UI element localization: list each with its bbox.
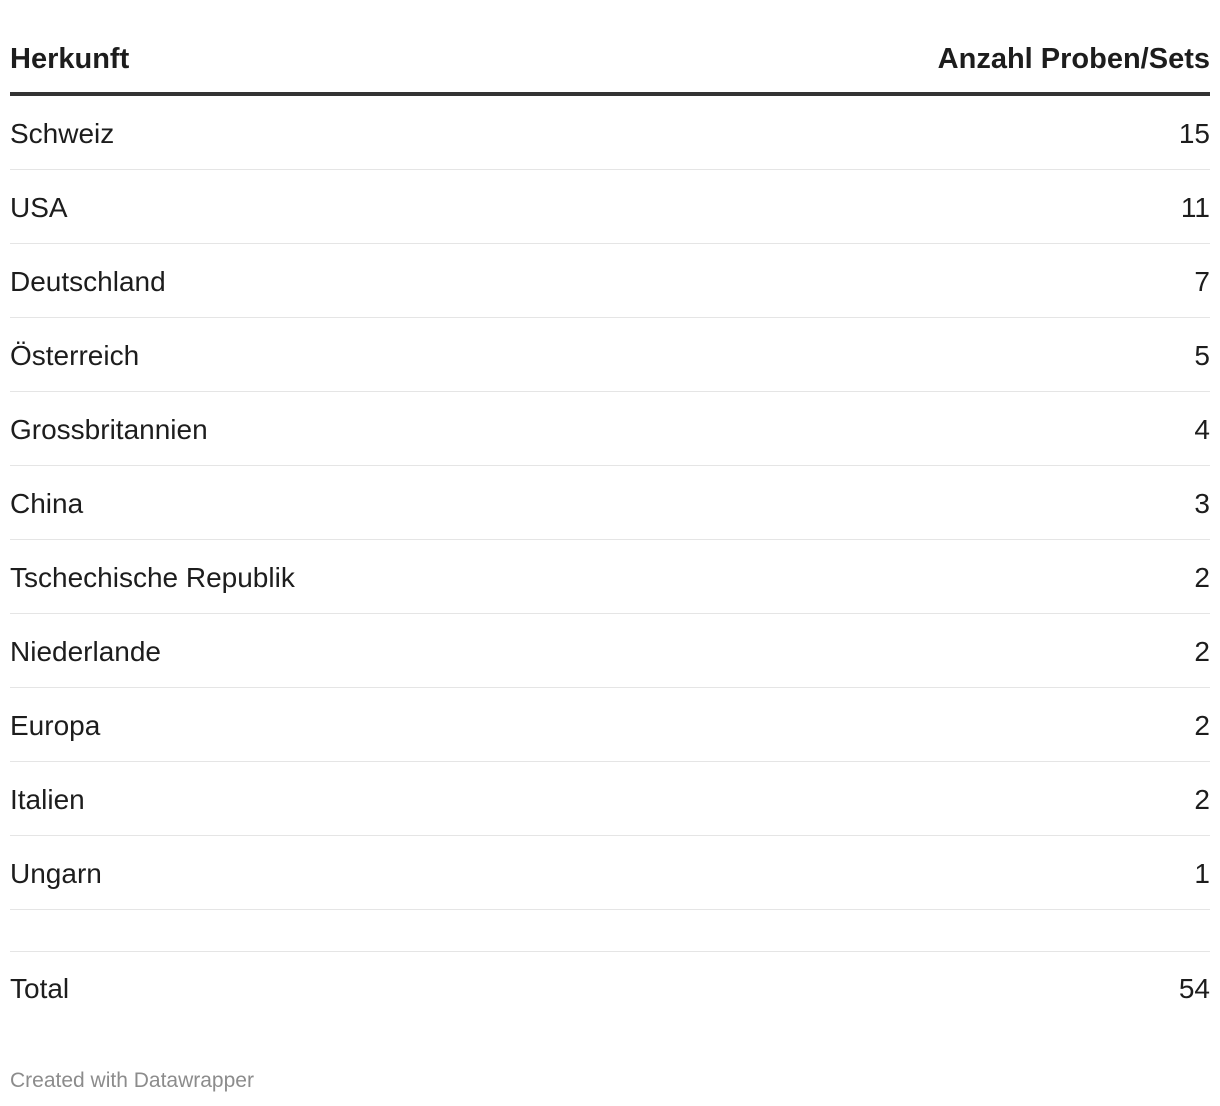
- row-label: Italien: [10, 783, 85, 815]
- total-label: Total: [10, 973, 70, 1004]
- table-row: Schweiz 15: [10, 96, 1210, 170]
- table-header: Herkunft Anzahl Proben/Sets: [10, 40, 1210, 96]
- row-value: 7: [1194, 265, 1210, 297]
- row-value: 15: [1178, 117, 1210, 149]
- table-row: Italien 2: [10, 762, 1210, 836]
- row-value: 2: [1194, 561, 1210, 593]
- table-row: USA 11: [10, 170, 1210, 244]
- table-row: Tschechische Republik 2: [10, 540, 1210, 614]
- row-label: China: [10, 487, 84, 519]
- row-label: Schweiz: [10, 117, 115, 149]
- row-value: 4: [1194, 413, 1210, 445]
- row-label: Niederlande: [10, 635, 161, 667]
- row-value: 2: [1194, 635, 1210, 667]
- row-value: 11: [1180, 191, 1210, 223]
- data-table: Herkunft Anzahl Proben/Sets Schweiz 15 USA…: [10, 40, 1210, 1026]
- table-row: Ungarn 1: [10, 836, 1210, 910]
- table-row: Grossbritannien 4: [10, 392, 1210, 466]
- row-label: Österreich: [10, 339, 140, 371]
- footer-credit: Created with Datawrapper: [10, 1069, 254, 1092]
- table-row: Niederlande 2: [10, 614, 1210, 688]
- row-value: 2: [1194, 709, 1210, 741]
- row-label: Deutschland: [10, 265, 166, 297]
- row-label: Ungarn: [10, 857, 102, 889]
- table-row: Europa 2: [10, 688, 1210, 762]
- row-label: USA: [10, 191, 68, 223]
- row-value: 2: [1194, 783, 1210, 815]
- row-label: Europa: [10, 709, 101, 741]
- table-row: China 3: [10, 466, 1210, 540]
- total-row: Total 54: [10, 952, 1210, 1026]
- total-spacer: [10, 910, 1210, 952]
- row-label: Tschechische Republik: [10, 561, 295, 593]
- row-value: 3: [1194, 487, 1210, 519]
- total-value: 54: [1178, 973, 1210, 1004]
- row-label: Grossbritannien: [10, 413, 208, 445]
- column-header-anzahl: Anzahl Proben/Sets: [937, 43, 1210, 75]
- row-value: 1: [1194, 857, 1210, 889]
- row-value: 5: [1194, 339, 1210, 371]
- column-header-herkunft: Herkunft: [10, 43, 130, 75]
- table-row: Österreich 5: [10, 318, 1210, 392]
- table-body: Schweiz 15 USA 11 Deutschland 7 Österreich 5 Gro…: [10, 96, 1210, 910]
- table-row: Deutschland 7: [10, 244, 1210, 318]
